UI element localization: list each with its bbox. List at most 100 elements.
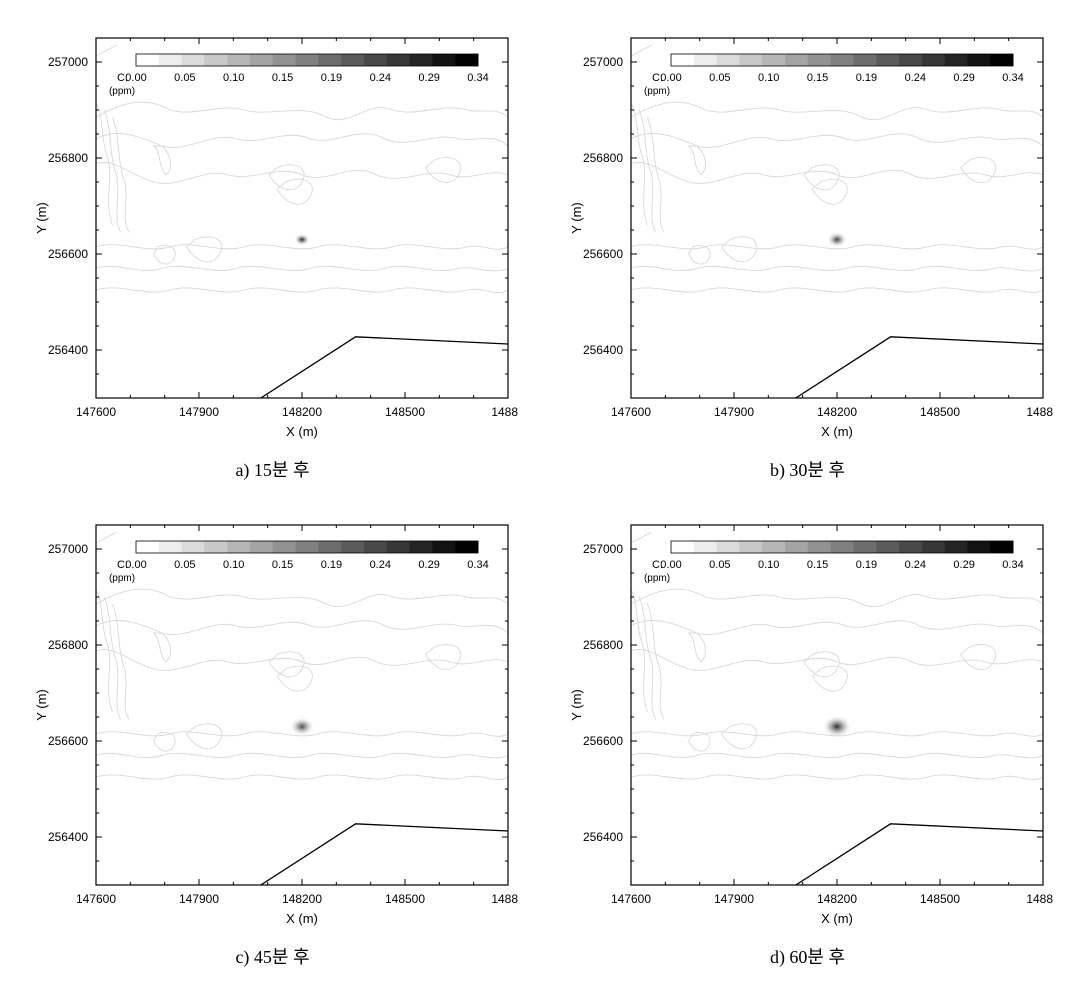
contour-line [631,753,1043,758]
contour-line [960,158,995,183]
colorbar-tick: 0.10 [223,559,244,571]
x-tick-label: 147900 [178,405,218,419]
colorbar-tick: 0.05 [174,559,195,571]
contour-line [96,753,508,758]
plot-panel: 1476001479001482001485001488025640025660… [28,507,518,937]
contour-line [631,45,652,56]
colorbar-tick: 0.00 [125,72,146,84]
boundary-line [795,337,1042,398]
colorbar-tick: 0.10 [758,72,779,84]
svg-text:(ppm): (ppm) [643,86,669,97]
y-tick-label: 256400 [582,343,622,357]
plot-panel: 1476001479001482001485001488025640025660… [563,20,1053,450]
y-axis-label: Y (m) [569,689,584,721]
colorbar-tick: 0.34 [1002,559,1023,571]
colorbar-tick: 0.24 [369,559,390,571]
contour-line [96,103,113,225]
contour-line [96,649,508,670]
panel-grid: 1476001479001482001485001488025640025660… [20,20,1060,969]
contour-line [631,162,1043,183]
x-axis-label: X (m) [286,911,318,926]
contour-line [631,102,1043,120]
colorbar-tick: 0.00 [660,559,681,571]
plot-panel: 1476001479001482001485001488025640025660… [563,507,1053,937]
colorbar-tick: 0.24 [904,559,925,571]
contour-line [631,620,1043,634]
colorbar-tick: 0.10 [223,72,244,84]
x-tick-label: 148200 [281,892,321,906]
colorbar-tick: 0.05 [174,72,195,84]
x-tick-label: 148200 [281,405,321,419]
colorbar-tick: 0.24 [369,72,390,84]
x-tick-label: 147900 [713,892,753,906]
x-axis-label: X (m) [286,424,318,439]
panel-wrap: 1476001479001482001485001488025640025660… [20,507,525,969]
svg-text:(ppm): (ppm) [643,573,669,584]
colorbar-tick: 0.00 [125,559,146,571]
contour-line [631,288,1043,293]
y-tick-label: 256800 [47,638,87,652]
contour-line [631,103,648,225]
svg-text:(ppm): (ppm) [108,86,134,97]
y-tick-label: 257000 [47,542,87,556]
contour-line [96,590,113,712]
colorbar-tick: 0.29 [418,559,439,571]
contour-line [96,266,508,271]
y-tick-label: 257000 [582,542,622,556]
x-tick-label: 148500 [919,405,959,419]
contour-line [269,652,304,677]
x-tick-label: 148200 [816,892,856,906]
contour-line [639,110,656,232]
contour-line [96,589,508,607]
panel-wrap: 1476001479001482001485001488025640025660… [555,20,1060,482]
y-tick-label: 256600 [582,734,622,748]
contour-line [631,266,1043,271]
y-tick-label: 257000 [582,55,622,69]
y-tick-label: 256800 [582,638,622,652]
contour-line [631,590,648,712]
contour-line [688,633,705,662]
colorbar-tick: 0.29 [953,72,974,84]
y-tick-label: 256400 [582,830,622,844]
contour-line [721,724,756,749]
colorbar-tick: 0.24 [904,72,925,84]
x-tick-label: 147600 [75,892,115,906]
panel-caption: b) 30분 후 [770,456,845,482]
x-tick-label: 148500 [919,892,959,906]
contour-line [804,165,839,190]
contour-line [631,532,652,543]
contour-line [631,775,1043,780]
contour-line [960,645,995,670]
panel-wrap: 1476001479001482001485001488025640025660… [555,507,1060,969]
colorbar-tick: 0.15 [271,559,292,571]
x-axis-label: X (m) [821,424,853,439]
colorbar-tick: 0.19 [320,559,341,571]
y-tick-label: 256600 [47,734,87,748]
contour-line [186,724,221,749]
contour-line [96,288,508,293]
contour-line [425,158,460,183]
y-tick-label: 256400 [47,830,87,844]
y-axis-label: Y (m) [569,202,584,234]
colorbar-tick: 0.34 [1002,72,1023,84]
boundary-line [260,824,507,885]
colorbar-tick: 0.34 [467,72,488,84]
colorbar-tick: 0.05 [709,559,730,571]
x-tick-label: 148200 [816,405,856,419]
colorbar-tick: 0.15 [271,72,292,84]
colorbar-tick: 0.34 [467,559,488,571]
contour-line [96,133,508,147]
colorbar-tick: 0.19 [320,72,341,84]
y-tick-label: 256400 [47,343,87,357]
contour-line [96,620,508,634]
y-tick-label: 256600 [47,247,87,261]
contour-line [96,102,508,120]
x-tick-label: 148500 [384,892,424,906]
contour-line [639,597,656,719]
contour-line [631,649,1043,670]
panel-caption: a) 15분 후 [235,456,309,482]
colorbar-tick: 0.29 [953,559,974,571]
contour-line [425,645,460,670]
panel-caption: d) 60분 후 [770,943,845,969]
contour-line [96,45,117,56]
